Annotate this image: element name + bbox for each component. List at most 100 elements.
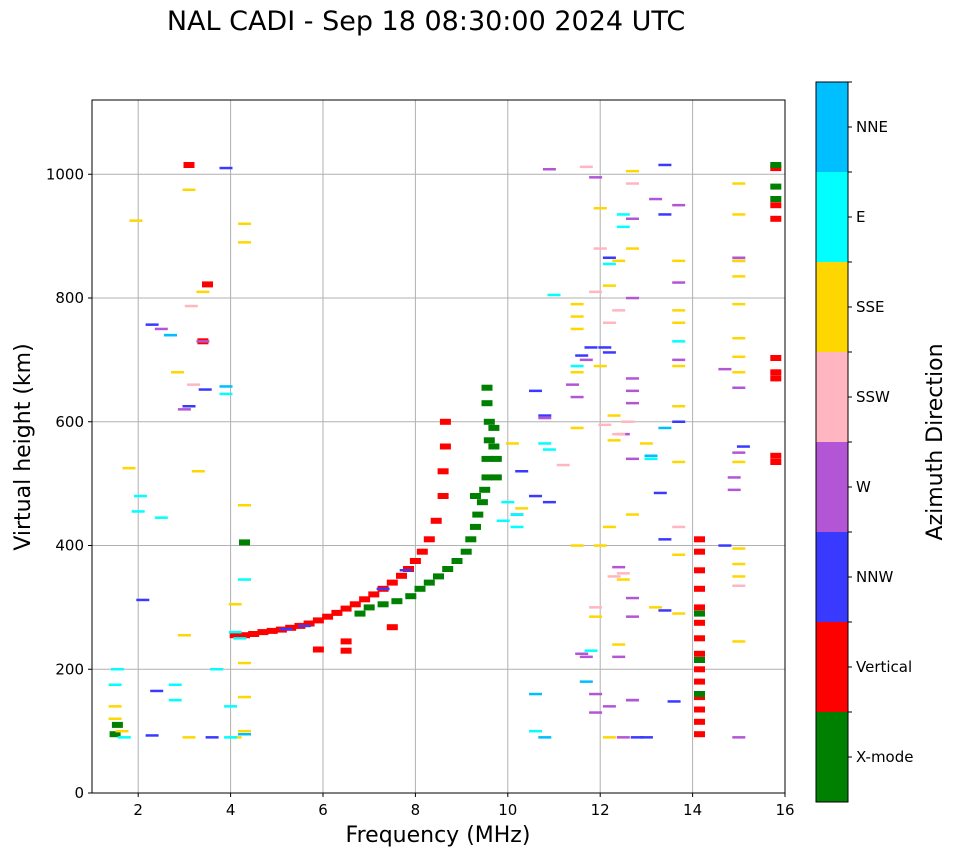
data-point xyxy=(626,513,639,516)
data-point xyxy=(198,388,212,391)
data-point xyxy=(570,315,584,318)
data-point xyxy=(481,384,493,391)
data-point xyxy=(570,364,584,368)
data-point xyxy=(732,337,746,340)
data-point xyxy=(219,166,233,170)
data-point xyxy=(694,610,705,617)
data-point xyxy=(667,700,681,703)
colorbar-label-vertical: Vertical xyxy=(856,658,912,676)
data-point xyxy=(570,544,584,547)
data-point xyxy=(501,500,515,504)
data-point xyxy=(694,691,705,697)
data-point xyxy=(108,683,122,686)
data-point xyxy=(377,601,389,608)
colorbar-swatch xyxy=(816,532,848,622)
data-point xyxy=(770,202,782,209)
x-tick-label: 6 xyxy=(318,801,328,819)
colorbar-swatch xyxy=(816,352,848,442)
colorbar-label-x-mode: X-mode xyxy=(856,748,913,766)
data-point xyxy=(312,646,324,653)
data-point xyxy=(182,405,196,408)
data-point xyxy=(238,729,251,733)
data-point xyxy=(331,609,343,616)
data-point xyxy=(626,401,639,405)
data-point xyxy=(556,463,570,467)
data-point xyxy=(602,262,616,266)
data-point xyxy=(224,705,238,708)
data-point xyxy=(439,443,451,450)
data-points xyxy=(108,162,782,739)
data-point xyxy=(505,442,519,445)
data-point xyxy=(460,548,472,555)
colorbar-label-sse: SSE xyxy=(856,298,885,316)
data-point xyxy=(219,392,233,396)
data-point xyxy=(145,323,159,326)
colorbar-swatch xyxy=(816,82,848,172)
data-point xyxy=(177,408,191,411)
data-point xyxy=(386,624,398,631)
data-point xyxy=(732,562,746,566)
data-point xyxy=(593,247,607,250)
data-point xyxy=(529,729,542,733)
data-point xyxy=(266,627,278,634)
data-point xyxy=(598,423,612,427)
data-point xyxy=(612,643,626,646)
data-point xyxy=(732,386,746,389)
data-point xyxy=(510,513,524,516)
y-tick-label: 600 xyxy=(55,413,84,431)
data-point xyxy=(616,736,630,739)
data-point xyxy=(177,634,191,637)
data-point xyxy=(228,603,242,606)
data-point xyxy=(164,333,177,337)
data-point xyxy=(732,302,746,306)
x-axis-ticks: 2 4 6 8 10 12 14 16 xyxy=(133,793,795,819)
data-point xyxy=(589,290,603,294)
data-point xyxy=(653,491,667,495)
data-point xyxy=(430,517,442,524)
data-point xyxy=(612,259,626,263)
plot-frame xyxy=(91,99,786,794)
data-point xyxy=(607,439,621,442)
data-point xyxy=(626,217,639,220)
data-point xyxy=(602,351,616,354)
data-point xyxy=(483,418,495,425)
data-point xyxy=(649,197,663,201)
data-point xyxy=(770,196,782,202)
data-point xyxy=(538,414,552,417)
chart-title: NAL CADI - Sep 18 08:30:00 2024 UTC xyxy=(166,6,686,37)
data-point xyxy=(238,661,251,665)
data-point xyxy=(732,460,746,464)
data-point xyxy=(672,358,686,362)
data-point xyxy=(570,395,584,399)
data-point xyxy=(136,598,150,602)
data-point xyxy=(612,432,626,436)
data-point xyxy=(145,734,159,737)
data-point xyxy=(510,525,524,529)
colorbar-label-nne: NNE xyxy=(856,118,888,136)
data-point xyxy=(718,367,732,371)
data-point xyxy=(644,457,658,461)
data-point xyxy=(542,168,556,171)
y-tick-label: 0 xyxy=(74,784,84,802)
data-point xyxy=(649,606,663,609)
series-w xyxy=(154,168,746,739)
data-point xyxy=(612,309,626,312)
colorbar-label-e: E xyxy=(856,208,865,226)
colorbar-swatch xyxy=(816,712,848,802)
colorbar-swatch xyxy=(816,172,848,262)
data-point xyxy=(589,615,603,618)
data-point xyxy=(694,585,705,592)
data-point xyxy=(672,340,686,343)
data-point xyxy=(732,275,746,278)
data-point xyxy=(718,544,732,547)
data-point xyxy=(538,736,552,739)
data-point xyxy=(607,414,621,417)
x-tick-label: 12 xyxy=(591,801,610,819)
data-point xyxy=(626,377,639,380)
data-point xyxy=(770,183,782,190)
data-point xyxy=(694,718,705,725)
data-point xyxy=(602,736,616,739)
data-point xyxy=(238,222,251,225)
data-point xyxy=(529,692,542,696)
data-point xyxy=(196,340,210,343)
